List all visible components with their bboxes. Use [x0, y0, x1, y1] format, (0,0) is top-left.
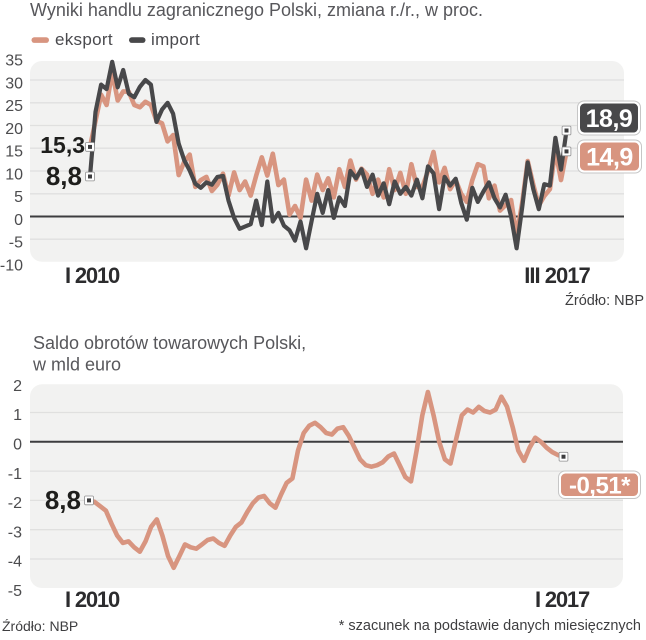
svg-text:-3: -3: [8, 524, 22, 541]
svg-text:8,8: 8,8: [46, 161, 82, 191]
svg-text:5: 5: [14, 189, 23, 206]
svg-text:-1: -1: [8, 466, 22, 483]
svg-text:III 2017: III 2017: [524, 263, 590, 288]
svg-text:Saldo obrotów towarowych Polsk: Saldo obrotów towarowych Polski,: [33, 333, 306, 353]
svg-text:14,9: 14,9: [586, 143, 633, 171]
svg-text:0: 0: [14, 212, 23, 229]
svg-text:-2: -2: [8, 495, 22, 512]
svg-text:* szacunek na podstawie danych: * szacunek na podstawie danych miesięczn…: [339, 618, 641, 634]
svg-text:0: 0: [13, 437, 22, 454]
svg-text:-0,51*: -0,51*: [569, 472, 631, 499]
svg-text:I 2010: I 2010: [65, 263, 120, 288]
svg-text:8,8: 8,8: [45, 485, 81, 515]
svg-text:20: 20: [5, 121, 23, 138]
svg-text:35: 35: [5, 53, 23, 70]
svg-text:-5: -5: [8, 583, 22, 600]
svg-text:I 2017: I 2017: [535, 587, 590, 612]
svg-text:Wyniki handlu zagranicznego Po: Wyniki handlu zagranicznego Polski, zmia…: [30, 0, 483, 20]
svg-text:2: 2: [13, 378, 22, 395]
svg-text:1: 1: [13, 407, 22, 424]
svg-text:25: 25: [5, 98, 23, 115]
svg-text:10: 10: [5, 166, 23, 183]
svg-text:Źródło: NBP: Źródło: NBP: [565, 292, 644, 309]
svg-text:-10: -10: [0, 257, 23, 274]
svg-text:Źródło: NBP: Źródło: NBP: [2, 618, 78, 634]
svg-text:import: import: [151, 30, 200, 49]
svg-text:w mld euro: w mld euro: [32, 355, 121, 375]
svg-text:eksport: eksport: [55, 30, 113, 49]
svg-text:I 2010: I 2010: [65, 587, 120, 612]
svg-text:15,3: 15,3: [40, 132, 85, 158]
svg-text:18,9: 18,9: [586, 105, 633, 133]
svg-text:-5: -5: [9, 235, 23, 252]
svg-text:-4: -4: [8, 554, 22, 571]
svg-text:15: 15: [5, 144, 23, 161]
svg-text:30: 30: [5, 75, 23, 92]
